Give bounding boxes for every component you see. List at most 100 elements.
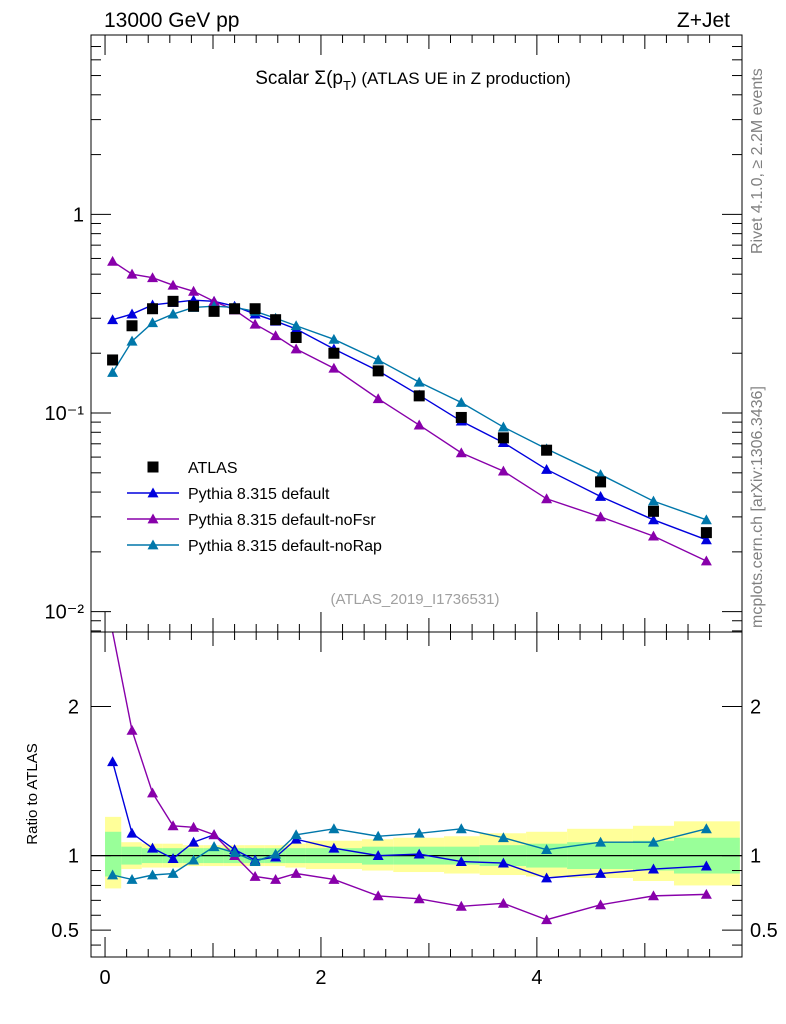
series-marker xyxy=(700,555,712,566)
energy-label: 13000 GeV pp xyxy=(104,9,239,32)
series-marker xyxy=(647,495,659,506)
ratio-series-marker xyxy=(188,821,200,832)
analysis-label: (ATLAS_2019_I1736531) xyxy=(330,591,499,608)
legend-item-atlas: ATLAS xyxy=(147,460,238,477)
ratio-series-layer xyxy=(107,631,712,925)
main-y-tick-label: 10⁻¹ xyxy=(45,403,85,425)
series-marker xyxy=(455,447,467,458)
ratio-series-marker xyxy=(541,844,553,855)
ratio-series-marker xyxy=(595,868,607,878)
series-marker xyxy=(107,314,119,325)
series-marker xyxy=(328,333,340,344)
ratio-plot-frame xyxy=(90,631,743,958)
x-tick-label: 2 xyxy=(315,967,326,989)
atlas-data-marker xyxy=(270,314,282,326)
legend-item-2: Pythia 8.315 default-noRap xyxy=(127,538,382,555)
ratio-series-marker xyxy=(647,890,659,901)
ratio-series-marker xyxy=(249,870,261,881)
series-marker xyxy=(270,330,282,341)
ratio-y-tick-label-left: 1 xyxy=(68,846,79,868)
x-tick-label: 4 xyxy=(531,967,542,989)
series-marker xyxy=(700,534,712,545)
ratio-series-marker xyxy=(372,890,384,901)
main-y-tick-label: 10⁻² xyxy=(45,602,85,624)
ratio-y-tick-label-left: 2 xyxy=(68,697,79,719)
main-panel: Scalar Σ(pT) (ATLAS UE in Z production) … xyxy=(45,34,743,633)
legend-label: Pythia 8.315 default-noFsr xyxy=(188,512,376,529)
series-1 xyxy=(107,255,712,566)
series-marker xyxy=(328,362,340,373)
atlas-data-marker xyxy=(372,365,384,377)
rivet-label: Rivet 4.1.0, ≥ 2.2M events xyxy=(749,68,766,254)
atlas-data-marker xyxy=(455,411,467,423)
ratio-series-marker xyxy=(290,868,302,878)
plot-title-prefix: Scalar Σ(p xyxy=(255,68,343,89)
ratio-series-marker xyxy=(290,829,302,840)
x-tick-label: 0 xyxy=(99,967,110,989)
ratio-panel: 0.5 0.5 1 1 2 2 0 2 4 Ratio to ATLAS xyxy=(24,631,778,989)
series-marker xyxy=(647,514,659,525)
ratio-series-marker xyxy=(208,841,220,852)
ratio-series-marker xyxy=(541,914,553,925)
legend: ATLAS Pythia 8.315 default Pythia 8.315 de… xyxy=(127,460,382,555)
atlas-data-marker xyxy=(249,303,261,315)
ratio-series-marker xyxy=(147,869,159,880)
ratio-series-marker xyxy=(497,897,509,908)
ratio-series-marker xyxy=(455,856,467,866)
atlas-data-marker xyxy=(167,295,179,307)
ratio-y-tick-label-left: 0.5 xyxy=(51,920,79,942)
series-marker xyxy=(541,463,553,474)
series-marker xyxy=(290,320,302,331)
ratio-series-1 xyxy=(111,631,712,925)
legend-marker xyxy=(147,487,159,498)
ratio-series-marker xyxy=(455,900,467,911)
atlas-data-marker xyxy=(497,432,509,444)
legend-marker xyxy=(147,539,159,550)
series-marker xyxy=(126,335,138,346)
atlas-data-marker xyxy=(229,303,241,315)
legend-label: Pythia 8.315 default xyxy=(188,486,330,503)
ratio-series-marker xyxy=(700,888,712,899)
series-marker xyxy=(126,308,138,319)
main-y-tick-label: 1 xyxy=(73,204,84,226)
series-marker xyxy=(372,354,384,365)
series-marker xyxy=(700,514,712,525)
ratio-series-marker xyxy=(328,842,340,853)
ratio-series-marker xyxy=(700,823,712,834)
ratio-series-marker xyxy=(270,848,282,859)
ratio-uncertainty-bands xyxy=(91,816,742,889)
series-marker xyxy=(147,272,159,283)
legend-label: Pythia 8.315 default-noRap xyxy=(188,538,382,555)
series-marker xyxy=(107,366,119,377)
ratio-series-marker xyxy=(126,724,138,735)
ratio-series-marker xyxy=(147,787,159,798)
series-marker xyxy=(147,317,159,328)
series-marker xyxy=(497,465,509,476)
atlas-data-marker xyxy=(147,303,159,315)
ratio-series-marker xyxy=(188,836,200,847)
plot-title: Scalar Σ(pT) (ATLAS UE in Z production) xyxy=(255,68,571,93)
legend-marker-atlas xyxy=(147,461,159,473)
process-label: Z+Jet xyxy=(677,9,730,32)
series-marker xyxy=(595,490,607,501)
ratio-series-marker xyxy=(208,829,220,840)
series-marker xyxy=(372,393,384,404)
ratio-y-label: Ratio to ATLAS xyxy=(24,743,41,844)
atlas-data-marker xyxy=(595,476,607,488)
main-axis-ticks: 10⁻² 10⁻¹ 1 xyxy=(45,34,742,632)
plot-title-sub: T xyxy=(343,78,351,93)
series-marker xyxy=(167,308,179,319)
ratio-y-tick-label-right: 2 xyxy=(750,697,761,719)
plot-title-suffix: ) (ATLAS UE in Z production) xyxy=(351,69,571,88)
ratio-series-marker xyxy=(270,873,282,884)
series-marker xyxy=(188,285,200,296)
ratio-series-marker xyxy=(595,899,607,910)
ratio-series-marker xyxy=(413,848,425,859)
legend-item-0: Pythia 8.315 default xyxy=(127,486,330,503)
ratio-series-marker xyxy=(497,832,509,843)
atlas-data-marker xyxy=(647,505,659,517)
ratio-series-marker xyxy=(167,868,179,878)
main-series-layer xyxy=(107,255,712,566)
legend-marker xyxy=(147,513,159,524)
